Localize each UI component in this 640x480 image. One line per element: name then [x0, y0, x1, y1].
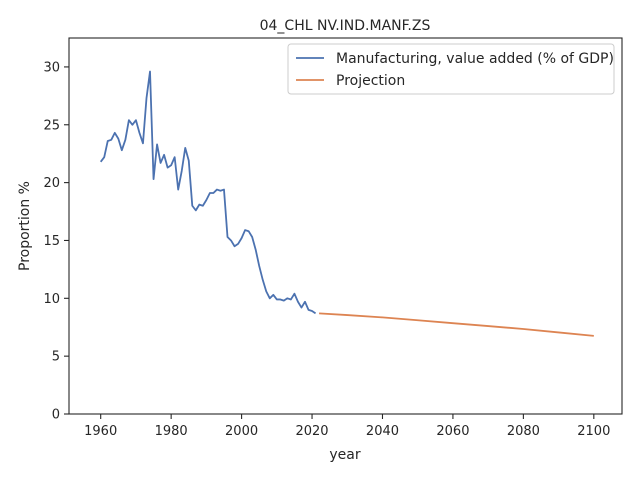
series-line-1	[319, 312, 594, 337]
x-tick-label: 2080	[507, 424, 540, 439]
series-line-0	[99, 70, 317, 315]
x-tick-label: 2000	[225, 424, 258, 439]
x-tick-label: 2100	[577, 424, 610, 439]
x-tick-label: 1960	[84, 424, 117, 439]
y-tick-label: 25	[43, 118, 60, 133]
x-tick-label: 1980	[155, 424, 188, 439]
y-tick-label: 10	[43, 292, 60, 307]
y-tick-label: 5	[52, 350, 60, 365]
x-tick-label: 2040	[366, 424, 399, 439]
x-axis: 1960 1980 2000 2020 2040 2060 2080 2100	[84, 414, 610, 439]
y-tick-label: 0	[52, 408, 60, 423]
x-axis-label: year	[329, 447, 360, 463]
y-tick-label: 15	[43, 234, 60, 249]
y-tick-label: 30	[43, 60, 60, 75]
legend: Manufacturing, value added (% of GDP) Pr…	[287, 43, 615, 95]
x-tick-label: 2020	[295, 424, 328, 439]
plot-lines	[99, 70, 594, 337]
legend-label-projection: Projection	[336, 73, 405, 89]
x-tick-label: 2060	[436, 424, 469, 439]
y-tick-label: 20	[43, 176, 60, 191]
plot-frame	[68, 37, 623, 415]
legend-label-manufacturing: Manufacturing, value added (% of GDP)	[336, 51, 614, 67]
chart-title: 04_CHL NV.IND.MANF.ZS	[260, 18, 431, 34]
legend-box	[287, 43, 615, 95]
y-axis-label: Proportion %	[17, 181, 33, 271]
y-axis: 0 5 10 15 20 25 30	[43, 60, 69, 423]
